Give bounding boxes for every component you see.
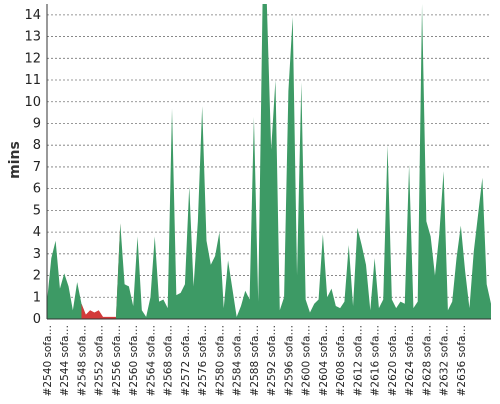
area-segment-failure [81, 223, 120, 319]
x-tick-label: #2620 sofa… [387, 325, 399, 396]
x-tick-label: #2604 sofa… [318, 325, 330, 396]
x-tick-label: #2576 sofa… [197, 325, 209, 396]
x-tick-label: #2628 sofa… [421, 325, 433, 396]
x-tick-label: #2560 sofa… [128, 325, 140, 396]
y-tick-label: 3 [33, 247, 41, 262]
series-areas [47, 4, 491, 319]
y-tick-label: 13 [24, 30, 41, 45]
y-tick-label: 2 [33, 269, 41, 284]
area-segment-success [47, 241, 86, 319]
x-tick-label: #2624 sofa… [404, 325, 416, 396]
y-tick-label: 5 [33, 203, 41, 218]
y-tick-label: 1 [33, 290, 41, 305]
x-tick-label: #2596 sofa… [283, 325, 295, 396]
y-tick-label: 4 [33, 225, 41, 240]
x-tick-label: #2592 sofa… [266, 325, 278, 396]
x-tick-label: #2544 sofa… [59, 325, 71, 396]
y-tick-label: 10 [24, 95, 41, 110]
y-tick-label: 14 [24, 8, 41, 23]
x-tick-label: #2584 sofa… [232, 325, 244, 396]
y-tick-label: 6 [33, 182, 41, 197]
x-tick-label: #2632 sofa… [439, 325, 451, 396]
x-tick-label: #2612 sofa… [352, 325, 364, 396]
y-tick-label: 11 [24, 73, 41, 88]
x-tick-label: #2616 sofa… [370, 325, 382, 396]
y-tick-label: 12 [24, 51, 41, 66]
x-tick-label: #2588 sofa… [249, 325, 261, 396]
x-tick-label: #2608 sofa… [335, 325, 347, 396]
x-tick-label: #2636 sofa… [456, 325, 468, 396]
x-tick-label: #2552 sofa… [94, 325, 106, 396]
x-tick-label: #2556 sofa… [111, 325, 123, 396]
x-tick-label: #2548 sofa… [76, 325, 88, 396]
x-tick-label: #2572 sofa… [180, 325, 192, 396]
y-tick-label: 8 [33, 138, 41, 153]
x-tick-label: #2564 sofa… [145, 325, 157, 396]
x-tick-label: #2568 sofa… [163, 325, 175, 396]
area-segment-success [116, 4, 491, 319]
y-tick-label: 9 [33, 116, 41, 131]
x-tick-label: #2600 sofa… [301, 325, 313, 396]
y-tick-label: 0 [33, 312, 41, 327]
x-tick-label: #2580 sofa… [214, 325, 226, 396]
y-tick-label: 7 [33, 160, 41, 175]
x-tick-label: #2540 sofa… [42, 325, 54, 396]
y-axis-label: mins [7, 141, 23, 179]
x-tick-labels: #2540 sofa… #2544 sofa… #2548 sofa… #2552 s… [42, 325, 468, 396]
